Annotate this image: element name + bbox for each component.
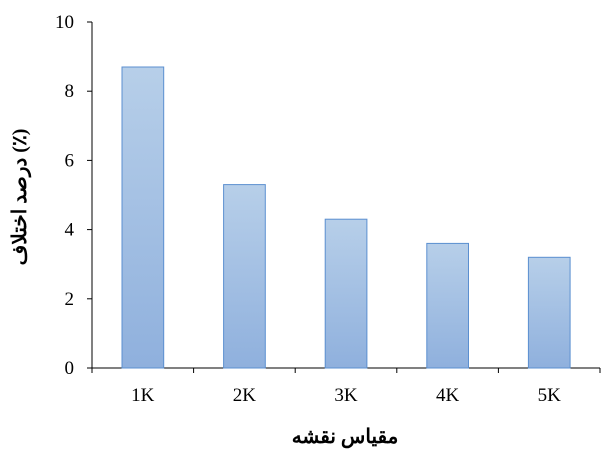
y-tick-label: 6 — [65, 150, 75, 171]
y-tick-label: 10 — [55, 12, 74, 33]
bar-2k — [223, 184, 266, 369]
bar-4k — [426, 242, 469, 369]
bar-5k — [527, 256, 571, 369]
x-tick-label: 2K — [233, 385, 257, 406]
y-axis-title: درصد اختلاف (٪) — [9, 129, 32, 266]
y-tick-label: 0 — [65, 358, 75, 379]
x-tick-label: 3K — [334, 385, 358, 406]
x-tick-label: 5K — [538, 385, 562, 406]
y-tick-label: 2 — [65, 289, 75, 310]
y-tick-label: 8 — [65, 81, 75, 102]
bars — [121, 66, 571, 369]
x-axis-title: مقیاس نقشه — [292, 426, 399, 449]
y-tick-label: 4 — [65, 220, 75, 241]
x-tick-label: 4K — [436, 385, 460, 406]
bar-1k — [121, 66, 165, 369]
x-tick-label: 1K — [131, 385, 155, 406]
bar-3k — [324, 218, 368, 369]
tick-labels: 1K 2K 3K 4K 5K 0 2 4 6 8 10 — [55, 12, 561, 406]
